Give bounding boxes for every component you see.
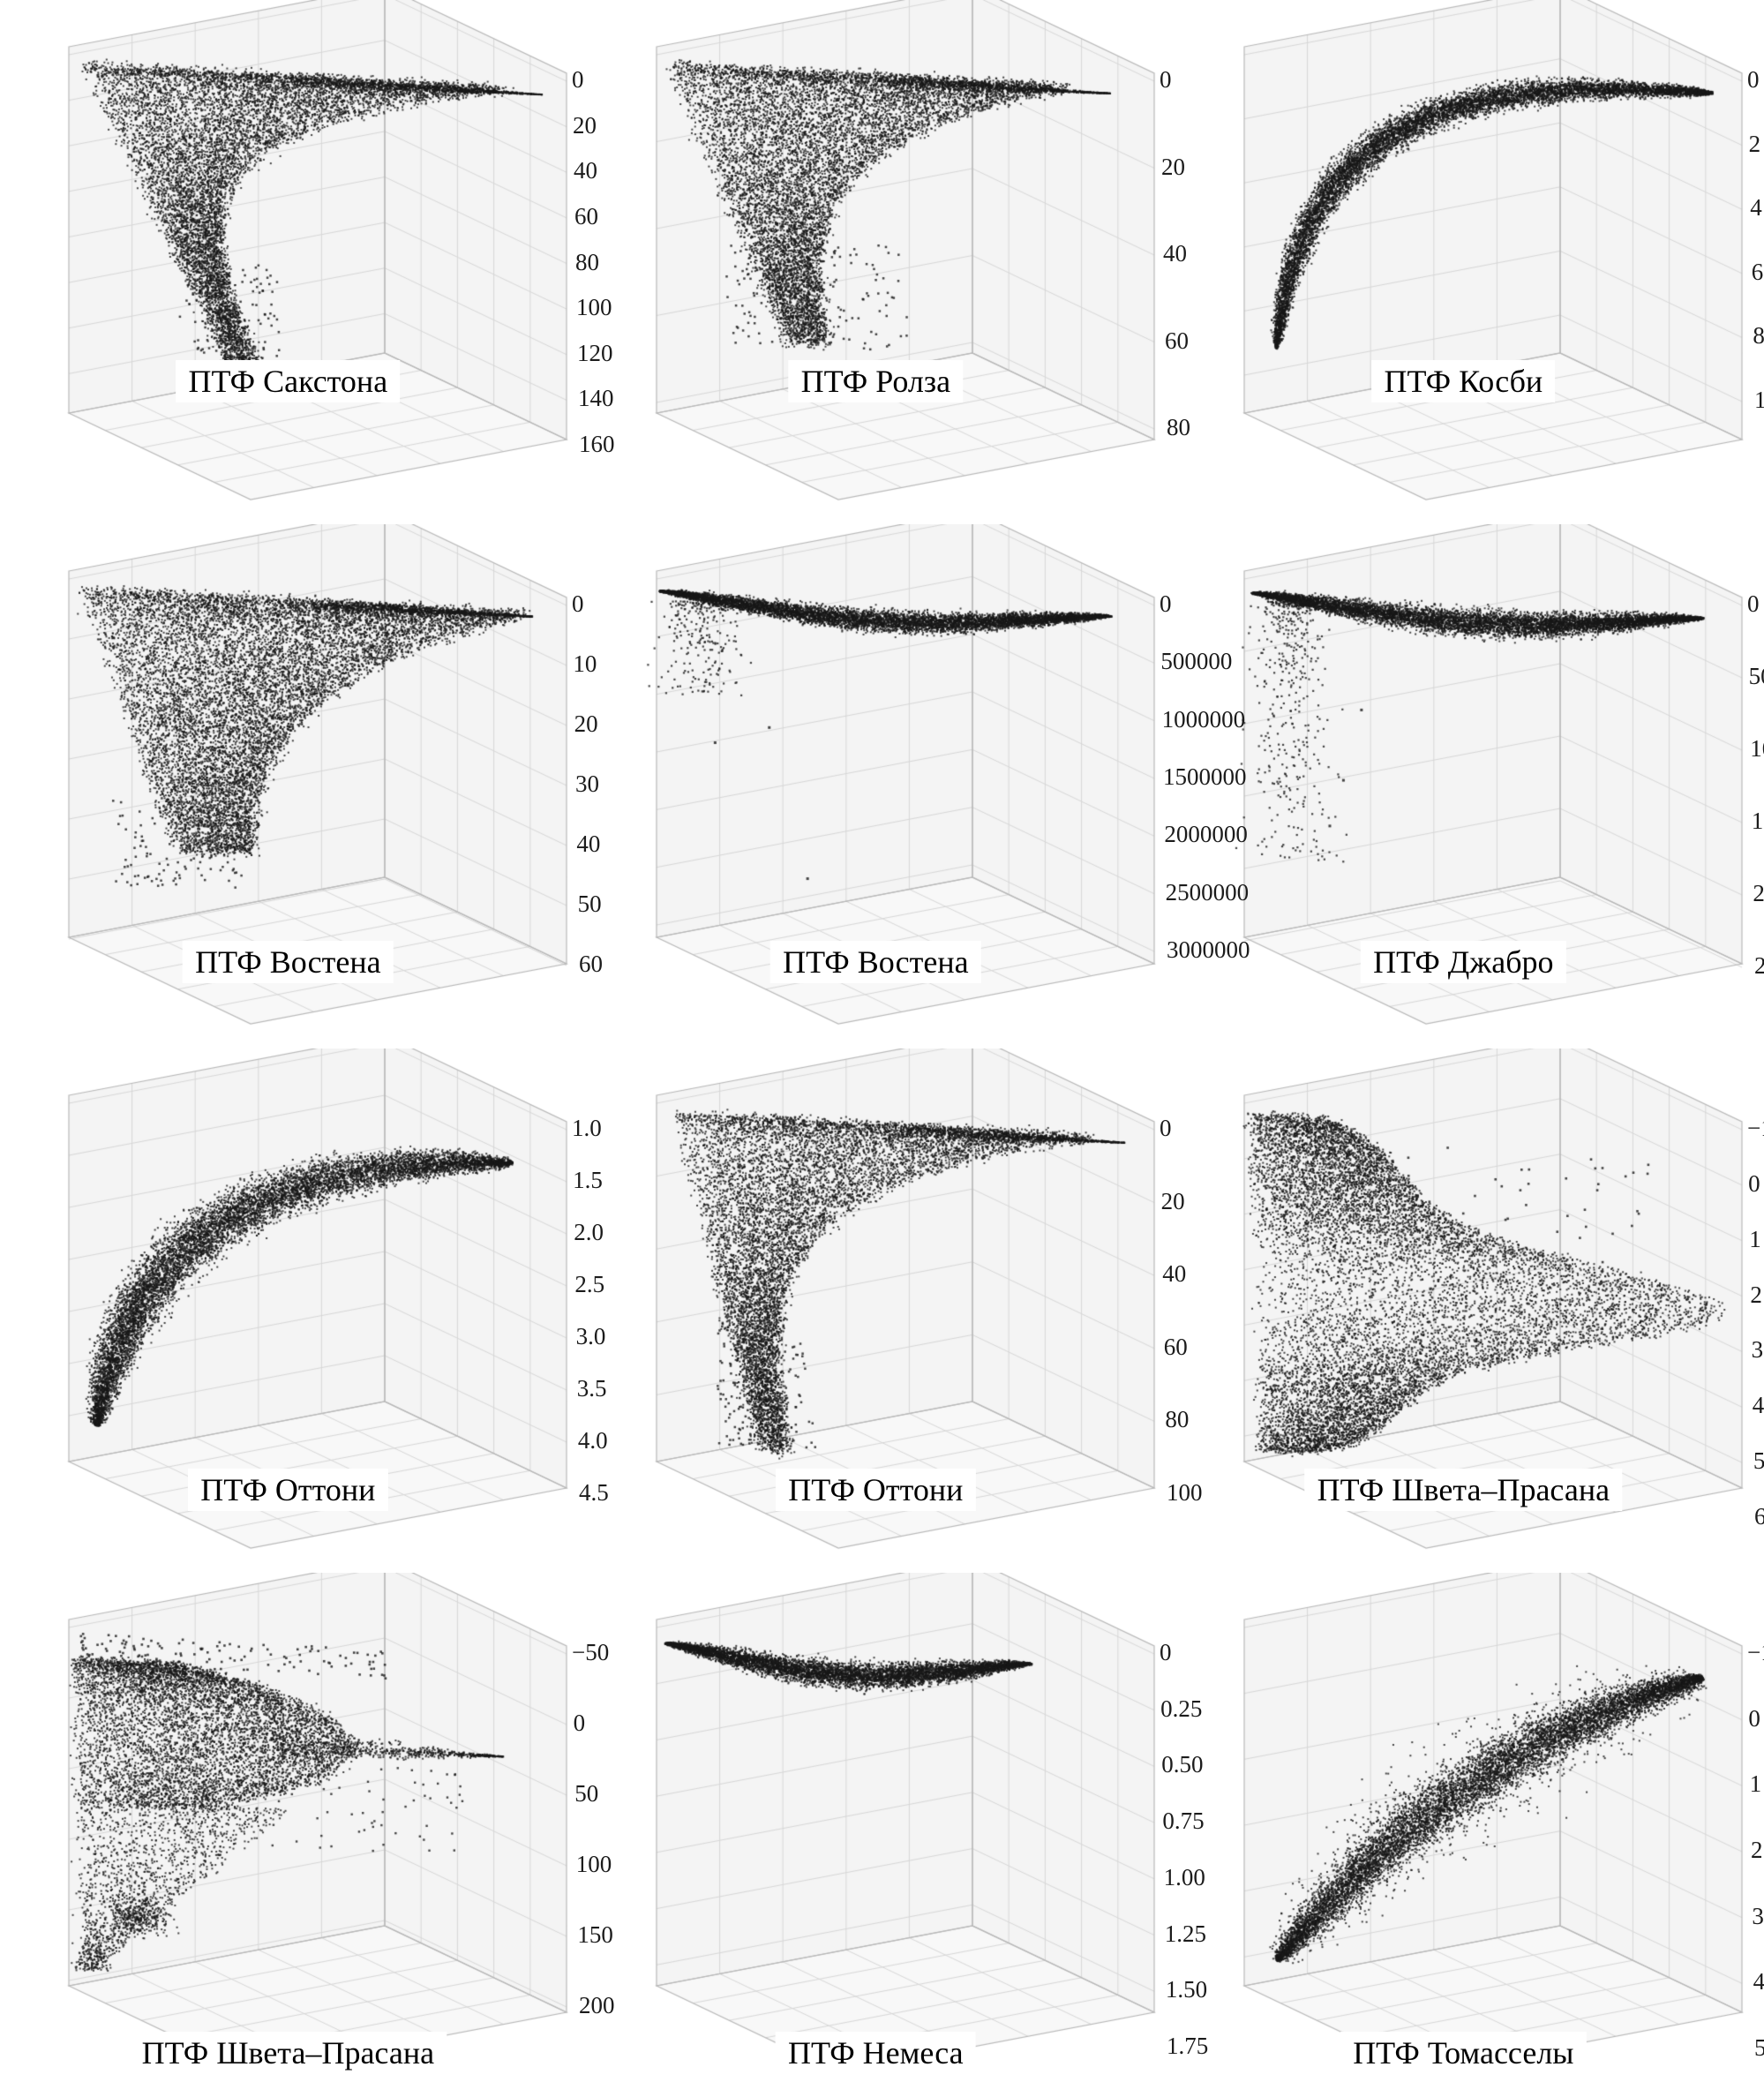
subplot-nemesa: 0 0.25 0.50 0.75 1.00 1.25 1.50 1.75 ПТФ Немеса bbox=[588, 1573, 1208, 2097]
subplot-ottoni-2: 0 20 40 60 80 100 ПТФ Оттони bbox=[588, 1048, 1203, 1573]
subplot-kosbi: 0246810 ПТФ Косби bbox=[1175, 0, 1764, 524]
plot-title: ПТФ Немеса bbox=[775, 2032, 976, 2074]
plot-title: ПТФ Сакстона bbox=[176, 360, 401, 402]
plot-title: ПТФ Швета–Прасана bbox=[129, 2032, 447, 2074]
subplot-vostena-1: 0 10 20 30 40 50 60 ПТФ Востена bbox=[0, 524, 603, 1048]
plot-title: ПТФ Оттони bbox=[776, 1469, 976, 1511]
scatter3d-canvas bbox=[588, 0, 1175, 524]
plot-title: ПТФ Швета–Прасана bbox=[1304, 1469, 1623, 1511]
subplot-sakstona: 0 20 40 60 80 100 120 140 160 ПТФ Сакстона bbox=[0, 0, 615, 524]
scatter3d-canvas bbox=[0, 1573, 588, 2097]
scatter3d-canvas bbox=[588, 1573, 1175, 2097]
plot-title: ПТФ Косби bbox=[1371, 360, 1556, 402]
plot-title: ПТФ Востена bbox=[183, 941, 394, 983]
scatter3d-canvas bbox=[1175, 0, 1763, 524]
subplot-vostena-2: 0 500000 1000000 1500000 2000000 2500000 30000… bbox=[588, 524, 1250, 1048]
subplot-ottoni-1: 1.0 1.5 2.0 2.5 3.0 3.5 4.0 4.5 ПТФ Оттони bbox=[0, 1048, 609, 1573]
subplot-shveta-prasana-1: −10123456 ПТФ Швета–Прасана bbox=[1175, 1048, 1764, 1573]
plot-title: ПТФ Джабро bbox=[1361, 941, 1566, 983]
scatter3d-canvas bbox=[1175, 1573, 1763, 2097]
scatter3d-canvas bbox=[0, 0, 588, 524]
plot-title: ПТФ Оттони bbox=[188, 1469, 388, 1511]
plot-title: ПТФ Ролза bbox=[788, 360, 964, 402]
plot-title: ПТФ Востена bbox=[770, 941, 981, 983]
subplot-tomassely: −1012345 ПТФ Томасселы bbox=[1175, 1573, 1764, 2097]
plot-title: ПТФ Томасселы bbox=[1340, 2032, 1587, 2074]
subplot-rolza: 0 20 40 60 80 ПТФ Ролза bbox=[588, 0, 1190, 524]
subplot-shveta-prasana-2: −50 0 50 100 150 200 ПТФ Швета–Прасана bbox=[0, 1573, 615, 2097]
